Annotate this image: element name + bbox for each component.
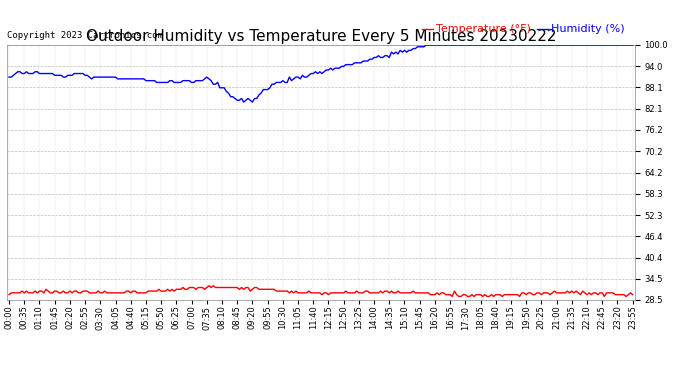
- Text: Copyright 2023 Cartronics.com: Copyright 2023 Cartronics.com: [7, 31, 163, 40]
- Title: Outdoor Humidity vs Temperature Every 5 Minutes 20230222: Outdoor Humidity vs Temperature Every 5 …: [86, 29, 556, 44]
- Legend: Temperature (°F), Humidity (%): Temperature (°F), Humidity (%): [417, 20, 629, 39]
